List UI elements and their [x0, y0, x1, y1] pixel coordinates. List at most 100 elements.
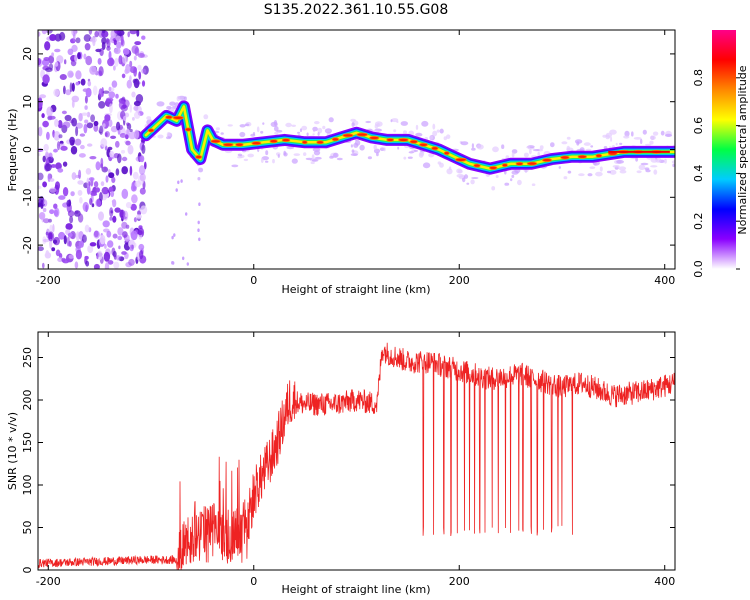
noise-blob — [137, 64, 142, 71]
noise-blob — [104, 243, 107, 249]
ridge-halo-speck — [563, 176, 568, 180]
ridge-hotspot — [147, 128, 155, 133]
ridge-halo-speck — [299, 128, 303, 132]
ridge-halo-speck — [291, 158, 298, 164]
ridge-halo-speck — [567, 170, 572, 174]
noise-blob — [95, 161, 101, 171]
noise-blob — [133, 105, 139, 111]
snr-series-line — [38, 342, 675, 570]
ridge-halo-speck — [583, 142, 591, 146]
noise-blob — [86, 185, 91, 195]
spectrogram-x-tick-label: 200 — [449, 274, 470, 287]
snr-y-tick-label: 0 — [21, 567, 34, 574]
noise-blob — [46, 106, 53, 117]
noise-blob — [81, 112, 89, 116]
noise-blob — [116, 121, 121, 131]
noise-blob — [121, 73, 126, 79]
noise-blob — [87, 245, 94, 253]
noise-blob — [71, 44, 78, 53]
noise-blob — [79, 133, 86, 137]
ridge-halo-speck — [183, 96, 187, 101]
spectrogram-y-tick-label: -10 — [21, 188, 34, 206]
ridge-halo-speck — [429, 135, 434, 140]
snr-y-ticks: 0 50 100 150 200 250 — [21, 347, 675, 574]
ridge-halo-speck — [517, 179, 522, 186]
noise-blob — [65, 223, 73, 230]
noise-blob — [94, 30, 99, 38]
noise-blob — [125, 202, 132, 209]
noise-blob — [53, 203, 58, 209]
noise-blob — [134, 47, 140, 56]
ridge-stray-speck — [171, 235, 174, 240]
ridge-halo-speck — [609, 169, 617, 175]
ridge-halo-speck — [367, 156, 372, 160]
ridge-halo-speck — [350, 118, 356, 122]
noise-blob — [138, 165, 146, 176]
ridge-stray-speck — [186, 262, 189, 266]
noise-blob — [55, 61, 59, 67]
ridge-halo-speck — [644, 167, 650, 171]
noise-blob — [88, 177, 95, 182]
ridge-halo-speck — [413, 149, 418, 152]
noise-blob — [43, 57, 50, 61]
ridge-halo-speck — [293, 153, 301, 157]
noise-blob — [104, 131, 110, 138]
noise-blob — [63, 235, 67, 245]
noise-blob — [123, 115, 127, 121]
ridge-halo-speck — [156, 101, 165, 107]
noise-blob — [138, 243, 145, 251]
ridge-halo-speck — [262, 122, 265, 125]
noise-blob — [121, 251, 127, 255]
noise-blob — [99, 234, 106, 245]
noise-blob — [42, 199, 48, 207]
spectrogram-y-tick-label: -20 — [21, 236, 34, 254]
noise-blob — [93, 120, 99, 127]
noise-blob — [44, 252, 52, 259]
noise-blob — [49, 187, 57, 193]
noise-blob — [101, 30, 106, 34]
noise-blob — [110, 125, 118, 133]
noise-blob — [85, 168, 92, 175]
noise-blob — [42, 155, 46, 163]
noise-blob — [102, 220, 110, 228]
noise-blob — [138, 71, 142, 80]
colorbar-tick-label: 0.0 — [692, 260, 705, 278]
snr-y-tick-label: 200 — [21, 390, 34, 411]
ridge-halo-speck — [635, 157, 638, 162]
noise-blob — [110, 190, 115, 198]
noise-blob — [38, 246, 44, 252]
noise-blob — [111, 176, 116, 183]
ridge-halo-speck — [312, 133, 315, 136]
ridge-halo-speck — [618, 166, 627, 171]
noise-blob — [92, 38, 96, 47]
noise-blob — [98, 66, 104, 77]
noise-blob — [79, 197, 83, 204]
ridge-halo-speck — [532, 149, 540, 152]
snr-x-tick-label: 0 — [250, 575, 257, 588]
noise-blob — [43, 218, 50, 224]
noise-blob — [38, 58, 42, 66]
noise-blob — [105, 97, 114, 103]
noise-blob — [77, 213, 84, 223]
noise-blob — [63, 59, 67, 65]
ridge-halo-speck — [333, 152, 339, 158]
noise-blob — [71, 100, 75, 108]
ridge-halo-speck — [619, 169, 627, 174]
noise-blob — [103, 166, 107, 171]
colorbar-tick-label: 0.4 — [692, 165, 705, 183]
noise-blob — [68, 254, 74, 259]
noise-blob — [139, 250, 144, 260]
ridge-halo-speck — [312, 147, 321, 152]
noise-blob — [50, 164, 57, 168]
noise-blob — [44, 163, 52, 172]
snr-x-ticks: -200 0 200 400 — [36, 332, 675, 588]
spectrogram-x-tick-label: -200 — [36, 274, 61, 287]
noise-blob — [127, 144, 134, 155]
noise-blob — [70, 191, 75, 197]
noise-blob — [133, 55, 137, 61]
noise-blob — [107, 57, 115, 67]
noise-blob — [93, 124, 99, 132]
spectrogram-y-tick-label: 10 — [21, 95, 34, 109]
noise-blob — [75, 37, 81, 44]
noise-blob — [85, 260, 90, 267]
